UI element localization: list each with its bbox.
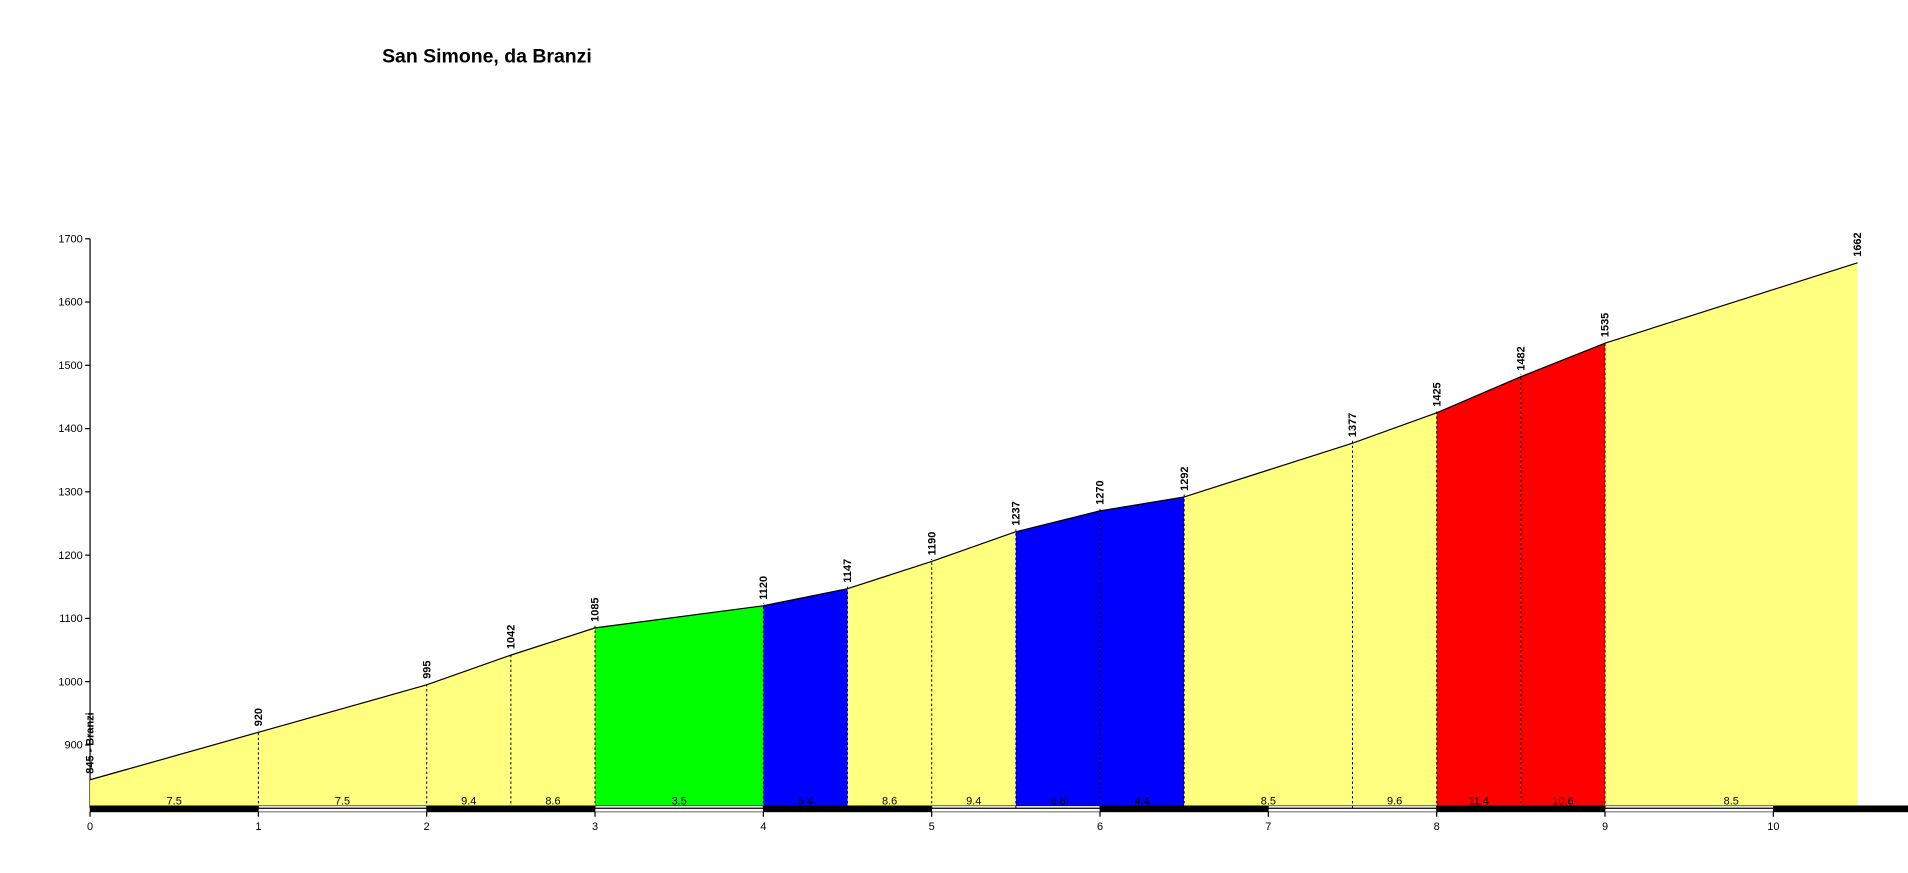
elevation-label: 920 <box>253 708 265 726</box>
y-tick-label: 1100 <box>59 613 83 625</box>
elevation-label: 1270 <box>1095 480 1107 504</box>
x-tick-label: 3 <box>592 821 598 833</box>
segment-area <box>1184 443 1353 809</box>
segment-area <box>847 561 932 809</box>
gradient-label: 8.6 <box>882 796 897 808</box>
segment-area <box>1100 496 1185 809</box>
segment-area <box>258 684 427 809</box>
gradient-label: 6.6 <box>1050 796 1065 808</box>
gradient-label: 8.5 <box>1261 796 1276 808</box>
gradient-label: 11.4 <box>1469 796 1489 808</box>
chart-title: San Simone, da Branzi <box>382 45 592 67</box>
x-tick-label: 10 <box>1767 821 1779 833</box>
x-tick-label: 4 <box>760 821 766 833</box>
segment-area <box>763 588 848 809</box>
x-tick-label: 9 <box>1602 821 1608 833</box>
segment-area <box>595 605 764 809</box>
gradient-label: 5.4 <box>798 796 813 808</box>
segment-area <box>510 627 596 809</box>
x-tick-label: 5 <box>929 821 935 833</box>
gradient-label: 8.5 <box>1724 796 1739 808</box>
x-tick-label: 6 <box>1097 821 1103 833</box>
elevation-label: 1042 <box>506 625 518 649</box>
segment-area <box>1436 376 1521 809</box>
y-tick-label: 1700 <box>58 233 82 245</box>
gradient-label: 7.5 <box>335 796 350 808</box>
gradient-label: 9.4 <box>461 796 476 808</box>
gradient-label: 7.5 <box>167 796 182 808</box>
y-tick-label: 1400 <box>58 423 82 435</box>
y-tick-label: 1600 <box>58 297 82 309</box>
profile-line <box>89 262 1858 781</box>
elevation-label: 995 <box>421 661 433 679</box>
segment-area <box>931 531 1016 809</box>
y-tick-label: 1300 <box>58 487 82 499</box>
x-tick-label: 7 <box>1265 821 1271 833</box>
x-tick-label: 0 <box>87 821 93 833</box>
x-tick-label: 1 <box>255 821 261 833</box>
elevation-label: 1482 <box>1515 346 1527 370</box>
gradient-label: 8.6 <box>545 796 560 808</box>
elevation-label: 1425 <box>1431 382 1443 406</box>
x-tick-label: 8 <box>1434 821 1440 833</box>
y-tick-label: 900 <box>64 740 82 752</box>
elevation-label: 1292 <box>1179 467 1191 491</box>
gradient-label: 9.4 <box>966 796 981 808</box>
y-tick-label: 1500 <box>58 360 82 372</box>
y-tick-label: 1000 <box>58 676 82 688</box>
segment-area <box>1520 343 1606 809</box>
segment-area <box>426 655 511 809</box>
elevation-label: 1085 <box>590 597 602 621</box>
segment-area <box>1015 510 1101 809</box>
segment-area <box>90 732 259 809</box>
elevation-label: 1535 <box>1600 313 1612 337</box>
elevation-label: 1377 <box>1347 413 1359 437</box>
elevation-label: 1190 <box>926 532 938 556</box>
segment-area <box>1605 262 1858 809</box>
elevation-label: 1237 <box>1011 501 1023 525</box>
segment-area <box>1352 412 1437 809</box>
gradient-label: 9.6 <box>1387 796 1402 808</box>
y-tick-label: 1200 <box>58 550 82 562</box>
elevation-label: 1147 <box>842 559 854 583</box>
gradient-label: 4.4 <box>1134 796 1149 808</box>
gradient-label: 3.5 <box>672 796 687 808</box>
gradient-label: 10.6 <box>1552 796 1573 808</box>
elevation-label: 1120 <box>758 576 770 600</box>
elevation-label: 845 - Branzi <box>85 712 97 773</box>
x-tick-label: 2 <box>424 821 430 833</box>
elevation-label: 1662 <box>1852 232 1864 256</box>
